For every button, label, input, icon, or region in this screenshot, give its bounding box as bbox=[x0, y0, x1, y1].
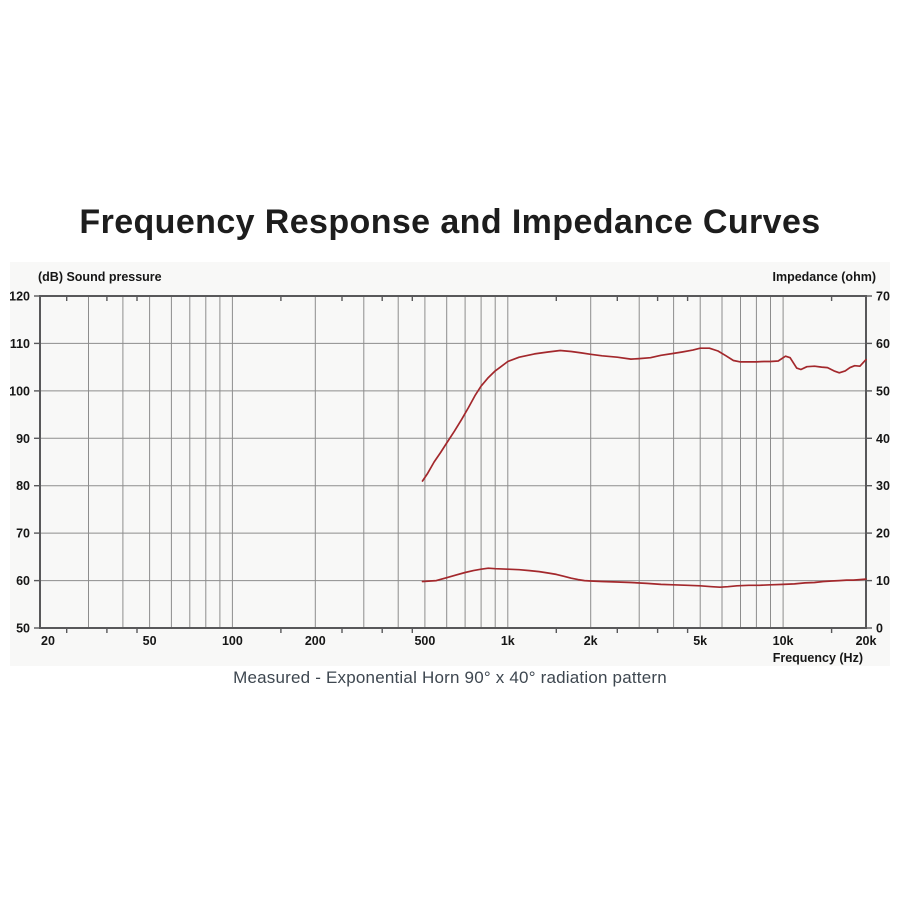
svg-text:20: 20 bbox=[41, 634, 55, 648]
svg-text:40: 40 bbox=[876, 432, 890, 446]
svg-text:100: 100 bbox=[222, 634, 243, 648]
svg-text:60: 60 bbox=[16, 574, 30, 588]
svg-text:110: 110 bbox=[10, 337, 30, 351]
svg-text:1k: 1k bbox=[501, 634, 515, 648]
svg-text:Frequency (Hz): Frequency (Hz) bbox=[773, 651, 863, 665]
svg-text:0: 0 bbox=[876, 622, 883, 636]
svg-text:20: 20 bbox=[876, 527, 890, 541]
svg-text:2k: 2k bbox=[584, 634, 598, 648]
svg-text:120: 120 bbox=[10, 290, 30, 304]
svg-text:100: 100 bbox=[10, 384, 30, 398]
svg-text:30: 30 bbox=[876, 479, 890, 493]
svg-text:50: 50 bbox=[143, 634, 157, 648]
impedance-curve bbox=[421, 567, 867, 589]
svg-text:50: 50 bbox=[16, 622, 30, 636]
svg-text:70: 70 bbox=[876, 290, 890, 304]
chart-caption: Measured - Exponential Horn 90° x 40° ra… bbox=[233, 668, 667, 687]
svg-text:70: 70 bbox=[16, 527, 30, 541]
svg-text:5k: 5k bbox=[693, 634, 707, 648]
left-axis-title: (dB) Sound pressure bbox=[38, 270, 162, 284]
svg-text:10k: 10k bbox=[773, 634, 794, 648]
page-title: Frequency Response and Impedance Curves bbox=[79, 203, 821, 241]
svg-text:200: 200 bbox=[305, 634, 326, 648]
chart-panel: (dB) Sound pressure Impedance (ohm) 120 1… bbox=[10, 262, 890, 666]
svg-text:10: 10 bbox=[876, 574, 890, 588]
svg-text:50: 50 bbox=[876, 384, 890, 398]
right-axis-title: Impedance (ohm) bbox=[772, 270, 877, 284]
svg-text:500: 500 bbox=[414, 634, 435, 648]
svg-text:60: 60 bbox=[876, 337, 890, 351]
svg-text:20k: 20k bbox=[856, 634, 877, 648]
svg-text:80: 80 bbox=[16, 479, 30, 493]
sound-pressure-response-curve bbox=[421, 347, 867, 482]
svg-text:90: 90 bbox=[16, 432, 30, 446]
